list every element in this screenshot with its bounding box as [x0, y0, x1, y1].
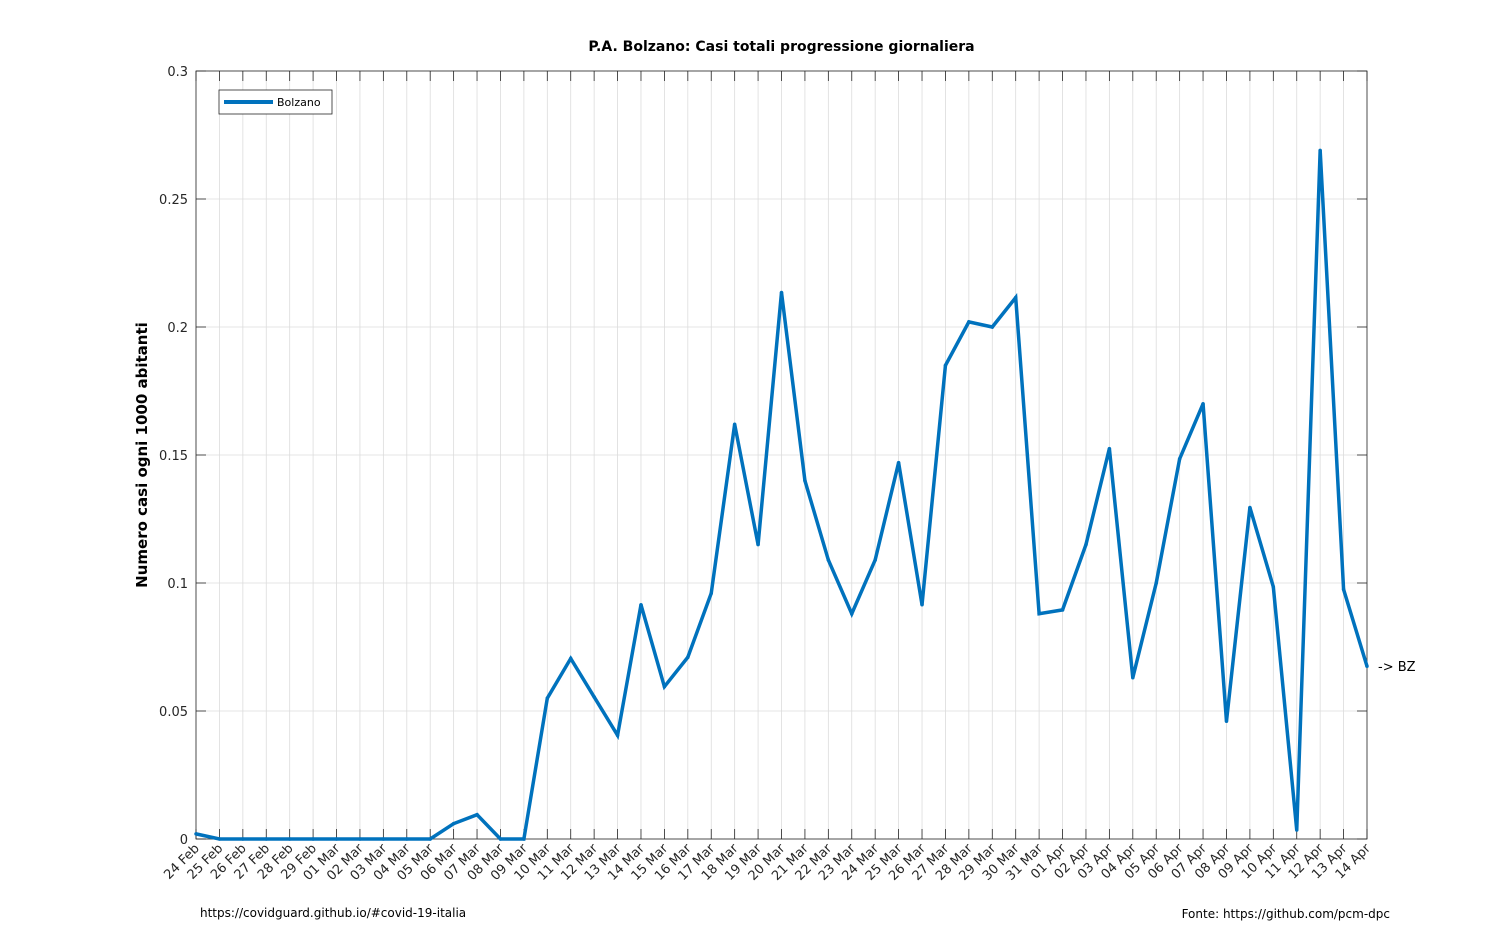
data-point: [756, 542, 760, 547]
data-point: [264, 837, 269, 841]
data-point: [405, 837, 409, 841]
data-point: [1201, 402, 1205, 406]
grid: [195, 70, 1368, 840]
data-point: [826, 558, 831, 562]
footer-source-link: https://covidguard.github.io/#covid-19-i…: [200, 906, 467, 920]
data-point: [639, 603, 643, 607]
data-point: [1060, 608, 1065, 612]
data-point: [943, 363, 948, 368]
data-point: [1084, 542, 1088, 547]
data-point: [522, 837, 526, 841]
data-point: [1294, 828, 1299, 832]
data-point: [568, 656, 573, 661]
data-point: [732, 422, 737, 427]
y-tick-label: 0: [180, 833, 188, 848]
data-point: [1131, 675, 1135, 680]
data-point: [311, 837, 315, 841]
legend-entry-bolzano: Bolzano: [277, 96, 321, 109]
y-tick-label: 0.1: [167, 577, 188, 592]
data-point: [381, 837, 386, 841]
data-point: [1154, 581, 1158, 585]
data-point: [920, 603, 924, 607]
data-point: [241, 837, 245, 841]
data-point: [662, 684, 667, 689]
data-point: [428, 837, 432, 841]
data-point: [1224, 719, 1229, 723]
data-point: [1177, 457, 1182, 461]
data-point: [217, 837, 222, 841]
data-point: [990, 325, 995, 329]
y-tick-label: 0.15: [159, 449, 188, 464]
y-axis-label: Numero casi ogni 1000 abitanti: [133, 322, 151, 588]
data-point: [686, 655, 690, 659]
data-point: [334, 837, 339, 841]
data-point: [779, 290, 784, 295]
data-point: [545, 696, 550, 700]
data-point: [850, 611, 854, 616]
data-point: [896, 460, 901, 465]
data-point: [803, 478, 807, 483]
data-point: [498, 837, 503, 841]
chart-title: P.A. Bolzano: Casi totali progressione g…: [588, 39, 974, 55]
data-point: [1248, 505, 1252, 510]
data-point: [475, 812, 479, 817]
footer-data-source: Fonte: https://github.com/pcm-dpc: [1181, 907, 1390, 921]
data-point: [967, 320, 971, 324]
data-point: [1365, 664, 1369, 668]
data-point: [873, 558, 877, 562]
tick-marks: [195, 70, 1368, 840]
data-point: [1341, 587, 1346, 592]
data-point: [1318, 148, 1322, 153]
data-point: [709, 591, 713, 595]
data-point: [592, 695, 596, 699]
data-point: [1107, 446, 1112, 451]
y-tick-label: 0.05: [159, 705, 188, 720]
series: [194, 148, 1369, 841]
legend: Bolzano: [218, 89, 333, 115]
data-point: [615, 733, 620, 738]
data-point: [358, 837, 362, 841]
data-point: [1271, 585, 1276, 589]
data-point: [451, 821, 456, 826]
data-point: [287, 837, 292, 841]
data-point: [194, 832, 198, 836]
y-tick-label: 0.25: [159, 193, 188, 208]
data-point: [1037, 611, 1041, 616]
y-tick-label: 0.2: [167, 321, 188, 336]
series-annotation: -> BZ: [1378, 660, 1416, 675]
data-point: [1013, 295, 1018, 300]
y-tick-label: 0.3: [167, 65, 188, 80]
y-tick-labels: 0 0.05 0.1 0.15 0.2 0.25 0.3: [159, 65, 188, 848]
